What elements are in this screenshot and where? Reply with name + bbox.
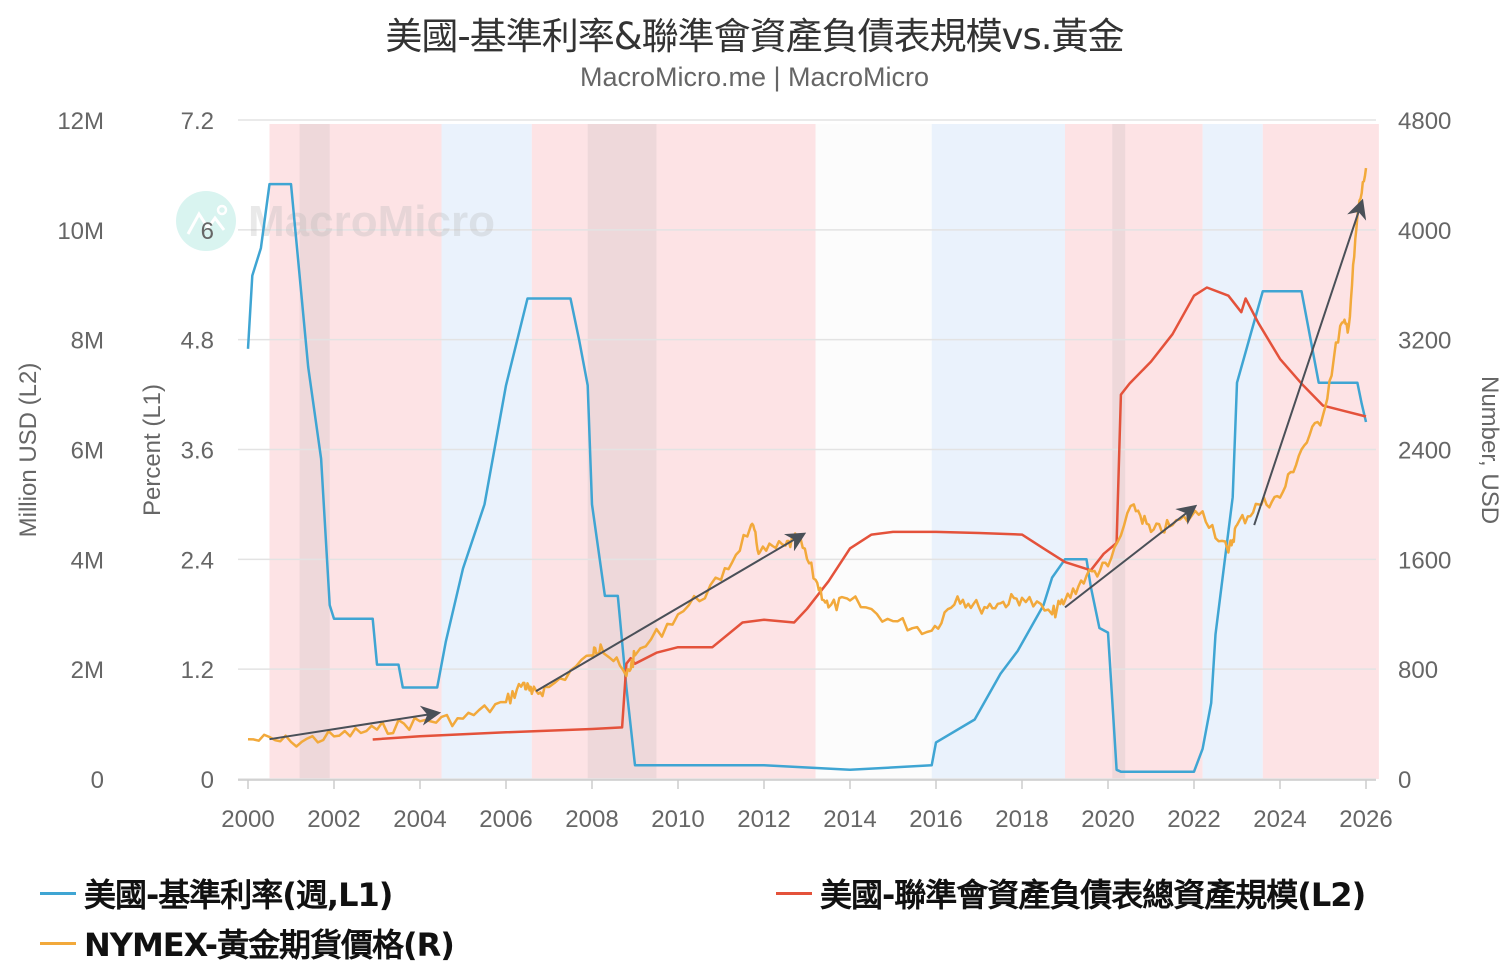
x-tick-label: 2022 <box>1167 806 1220 833</box>
legend-swatch-fed-rate <box>40 891 76 895</box>
y-tick-label: 1.2 <box>181 657 214 684</box>
x-tick-label: 2014 <box>823 806 876 833</box>
y-tick-label: 10M <box>57 218 104 245</box>
x-tick-label: 2000 <box>221 806 274 833</box>
x-tick-label: 2004 <box>393 806 446 833</box>
y-tick-label: 4M <box>71 547 104 574</box>
trend-arrow-icon <box>1253 198 1367 526</box>
y-tick-label: 2M <box>71 657 104 684</box>
y-tick-label: 8M <box>71 328 104 355</box>
legend-label-gold: NYMEX-黃金期貨價格(R) <box>84 926 455 964</box>
chart-subtitle: MacroMicro.me | MacroMicro <box>579 62 930 92</box>
watermark-mountain-glyph <box>186 211 226 235</box>
legend-item-gold[interactable]: NYMEX-黃金期貨價格(R) <box>40 920 455 966</box>
y-axis-left2: 0 2M 4M 6M 8M 10M 12M <box>57 108 104 794</box>
series-lines <box>246 167 1368 773</box>
x-tick-label: 2002 <box>307 806 360 833</box>
shaded-region-tightening <box>931 124 1065 779</box>
gold-line <box>247 167 1368 748</box>
y-tick-label: 3.6 <box>181 438 214 465</box>
y-tick-label: 4000 <box>1398 218 1451 245</box>
shaded-region-easing <box>531 124 816 779</box>
y-tick-label: 2.4 <box>181 547 214 574</box>
chart-title: 美國-基準利率&聯準會資產負債表規模vs.黃金 <box>385 15 1124 58</box>
trend-arrow-icon <box>269 705 442 741</box>
x-tick-label: 2012 <box>737 806 790 833</box>
y-tick-label: 6M <box>71 438 104 465</box>
watermark-dot-glyph <box>216 204 228 216</box>
fed-rate-line <box>246 182 1368 773</box>
legend-swatch-gold <box>40 941 76 945</box>
watermark-text: MacroMicro <box>248 197 495 246</box>
y-tick-label: 4800 <box>1398 108 1451 135</box>
x-tick-label: 2016 <box>909 806 962 833</box>
y-tick-label: 1600 <box>1398 547 1451 574</box>
y-axis-left1: 0 1.2 2.4 3.6 4.8 6 7.2 <box>181 108 214 794</box>
legend-item-fed-rate[interactable]: 美國-基準利率(週,L1) <box>40 870 393 916</box>
y-tick-label: 0 <box>1398 767 1411 794</box>
y-tick-label: 12M <box>57 108 104 135</box>
legend-label-fed-balance: 美國-聯準會資產負債表總資產規模(L2) <box>820 876 1366 914</box>
shaded-region-easing <box>1262 124 1379 779</box>
trend-arrow-icon <box>1064 504 1198 609</box>
x-tick-label: 2020 <box>1081 806 1134 833</box>
y-tick-label: 6 <box>201 218 214 245</box>
y-tick-label: 2400 <box>1398 438 1451 465</box>
y-tick-label: 3200 <box>1398 328 1451 355</box>
trend-arrows <box>269 198 1367 741</box>
y-tick-label: 0 <box>91 767 104 794</box>
y-axis-right-title: Number, USD <box>1476 376 1503 524</box>
x-tick-label: 2006 <box>479 806 532 833</box>
x-tick-label: 2024 <box>1253 806 1306 833</box>
chart-plot: MacroMicro 2000 2002 2004 2006 2008 2010 2012 2… <box>15 108 1503 833</box>
shaded-region-neutral <box>815 124 932 779</box>
legend-item-fed-balance[interactable]: 美國-聯準會資產負債表總資產規模(L2) <box>776 870 1366 916</box>
y-axis-right: 0 800 1600 2400 3200 4000 4800 <box>1398 108 1451 794</box>
x-tick-label: 2008 <box>565 806 618 833</box>
y-tick-label: 7.2 <box>181 108 214 135</box>
y-axis-left1-title: Percent (L1) <box>139 384 166 516</box>
legend-label-fed-rate: 美國-基準利率(週,L1) <box>84 876 393 914</box>
x-tick-label: 2026 <box>1339 806 1392 833</box>
x-axis: 2000 2002 2004 2006 2008 2010 2012 2014 2016 2018… <box>221 779 1393 833</box>
trend-arrow-icon <box>535 532 807 692</box>
y-tick-label: 4.8 <box>181 328 214 355</box>
watermark: MacroMicro <box>176 191 495 251</box>
shaded-region-recession <box>587 124 657 779</box>
x-tick-label: 2018 <box>995 806 1048 833</box>
y-tick-label: 800 <box>1398 657 1438 684</box>
legend-swatch-fed-balance <box>776 891 812 895</box>
shaded-region-easing <box>1065 124 1203 779</box>
y-tick-label: 0 <box>201 767 214 794</box>
x-tick-label: 2010 <box>651 806 704 833</box>
y-axis-left2-title: Million USD (L2) <box>15 363 42 538</box>
